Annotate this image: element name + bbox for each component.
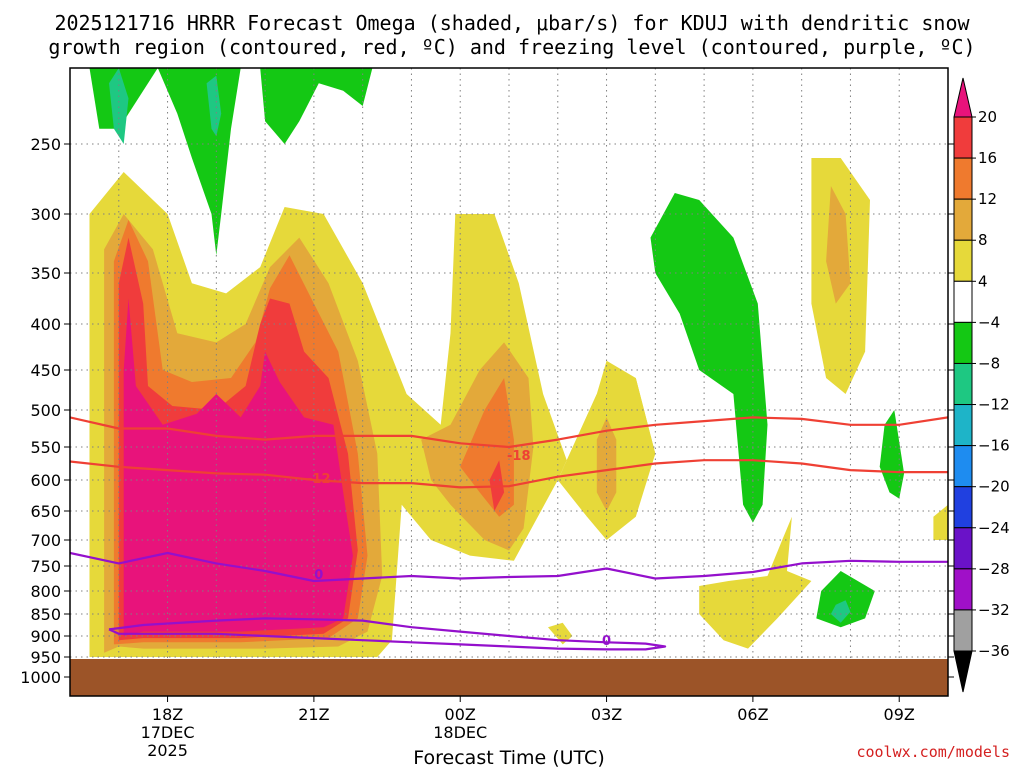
dgz-contour-label: -12 <box>307 472 331 487</box>
y-tick-label: 550 <box>30 438 61 457</box>
colorbar-label: −24 <box>978 519 1010 537</box>
omega-shaded-region <box>109 68 129 144</box>
x-tick-year-label: 2025 <box>147 741 188 760</box>
colorbar-label: −28 <box>978 560 1010 578</box>
colorbar-top-arrow <box>953 77 973 118</box>
x-tick-label: 09Z <box>884 705 915 724</box>
x-axis-label: Forecast Time (UTC) <box>413 747 604 768</box>
plot-area: -18 -12 0 0 <box>70 68 948 696</box>
colorbar-label: 4 <box>978 272 988 290</box>
y-tick-label: 700 <box>30 531 61 550</box>
colorbar-bin <box>953 609 973 652</box>
y-tick-label: 650 <box>30 502 61 521</box>
colorbar-label: 20 <box>978 108 997 126</box>
y-tick-label: 500 <box>30 401 61 420</box>
colorbar-label: −16 <box>978 437 1010 455</box>
freezing-level-contour <box>70 551 948 583</box>
y-tick-label: 1000 <box>20 668 61 687</box>
y-tick-label: 450 <box>30 361 61 380</box>
omega-shaded-region <box>650 193 768 523</box>
y-tick-label: 600 <box>30 471 61 490</box>
omega-shaded-region <box>879 410 905 499</box>
dgz-contour-label: -18 <box>507 449 531 464</box>
x-tick-label: 00Z <box>445 705 476 724</box>
omega-shaded-region <box>699 516 812 649</box>
chart-title-line2: growth region (contoured, red, ºC) and f… <box>48 35 975 59</box>
dgz-contour <box>70 459 948 489</box>
x-tick-label: 03Z <box>591 705 622 724</box>
colorbar-label: 12 <box>978 190 997 208</box>
omega-shaded-region <box>933 504 948 540</box>
x-tick-label: 06Z <box>737 705 768 724</box>
omega-shaded-region <box>830 600 851 623</box>
colorbar-label: −32 <box>978 601 1010 619</box>
colorbar-bottom-arrow <box>953 650 973 693</box>
y-tick-label: 350 <box>30 264 61 283</box>
colorbar-bin <box>953 198 973 241</box>
colorbar-bin <box>953 362 973 406</box>
colorbar-bin <box>953 568 973 611</box>
ground-fill <box>70 659 948 696</box>
credit-text: coolwx.com/models <box>856 743 1010 761</box>
chart-title-line1: 2025121716 HRRR Forecast Omega (shaded, … <box>54 11 970 35</box>
colorbar-label: −4 <box>978 313 1000 331</box>
freezing-level-contour <box>108 617 667 651</box>
x-tick-date-label: 18DEC <box>433 723 487 742</box>
y-tick-label: 750 <box>30 557 61 576</box>
colorbar-bin <box>953 116 973 159</box>
colorbar-bin <box>953 527 973 570</box>
colorbar-bin <box>953 157 973 200</box>
colorbar-bin <box>953 239 973 282</box>
y-tick-label: 850 <box>30 605 61 624</box>
colorbar-bin <box>953 486 973 529</box>
y-tick-label: 800 <box>30 582 61 601</box>
colorbar-label: −8 <box>978 354 1000 372</box>
colorbar-bin <box>953 280 973 323</box>
colorbar-label: 16 <box>978 149 997 167</box>
y-tick-label: 300 <box>30 205 61 224</box>
colorbar: 20 16 12 8 4 −4 −8 −12 −16 −20 −24 −28 −32 −36 <box>953 77 1010 693</box>
dgz-contour <box>70 416 948 449</box>
colorbar-bin <box>953 404 973 447</box>
plot-frame <box>69 67 949 697</box>
x-tick-date-label: 17DEC <box>141 723 195 742</box>
omega-shaded-region <box>260 68 373 144</box>
colorbar-label: 8 <box>978 231 988 249</box>
y-tick-label: 950 <box>30 648 61 667</box>
colorbar-label: −20 <box>978 478 1010 496</box>
y-tick-label: 400 <box>30 315 61 334</box>
freezing-level-contour-label: 0 <box>314 568 323 583</box>
x-tick-label: 21Z <box>298 705 329 724</box>
omega-shaded-region <box>206 75 222 137</box>
omega-shaded-region <box>816 571 875 628</box>
colorbar-label: −12 <box>978 396 1010 414</box>
y-tick-label: 250 <box>30 135 61 154</box>
omega-shaded-region <box>123 298 353 636</box>
colorbar-bin <box>953 321 973 364</box>
colorbar-label: −36 <box>978 642 1010 660</box>
y-tick-label: 900 <box>30 627 61 646</box>
freezing-level-contour-label: 0 <box>602 634 611 649</box>
omega-shaded-region <box>548 622 573 645</box>
omega-shaded-region <box>826 186 851 304</box>
x-tick-label: 18Z <box>152 705 183 724</box>
colorbar-bin <box>953 445 973 488</box>
